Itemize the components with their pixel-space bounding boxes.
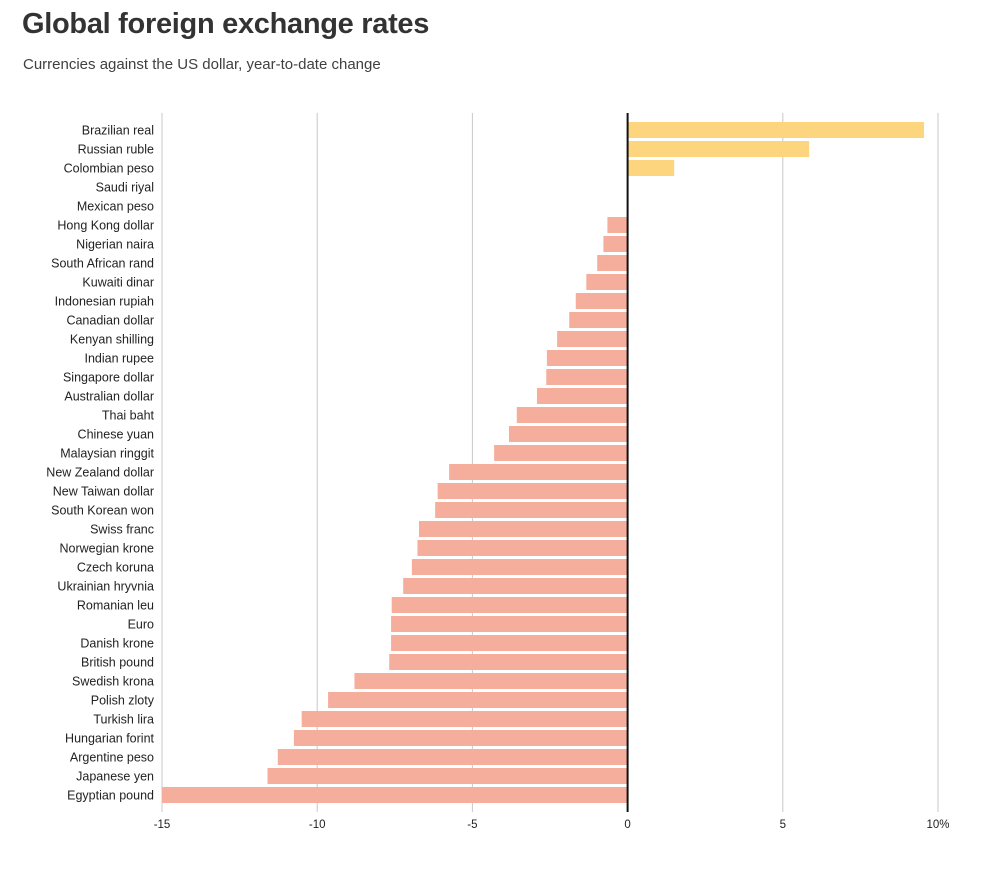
category-label-south-african-rand: South African rand — [51, 257, 154, 271]
bar-czech-koruna — [411, 559, 628, 575]
category-label-russian-ruble: Russian ruble — [78, 143, 154, 157]
bar-singapore-dollar — [546, 369, 628, 385]
category-label-singapore-dollar: Singapore dollar — [63, 371, 154, 385]
bar-swiss-franc — [419, 521, 628, 537]
category-label-thai-baht: Thai baht — [102, 409, 155, 423]
x-tick-label-5: -5 — [467, 819, 477, 831]
category-label-canadian-dollar: Canadian dollar — [66, 314, 154, 328]
category-label-malaysian-ringgit: Malaysian ringgit — [60, 447, 154, 461]
bar-russian-ruble — [627, 141, 810, 157]
category-label-colombian-peso: Colombian peso — [64, 162, 154, 176]
x-axis-ticks: -15 -10 -5 0 5 10% — [154, 819, 950, 831]
bar-colombian-peso — [627, 160, 675, 176]
category-label-saudi-riyal: Saudi riyal — [96, 181, 154, 195]
x-tick-label-0: 0 — [624, 819, 630, 831]
bar-indian-rupee — [546, 350, 628, 366]
bar-argentine-peso — [277, 749, 628, 765]
bar-kenyan-shilling — [557, 331, 628, 347]
bar-polish-zloty — [328, 692, 628, 708]
chart-subtitle: Currencies against the US dollar, year-t… — [23, 56, 381, 73]
bar-chinese-yuan — [509, 426, 628, 442]
bar-norwegian-krone — [417, 540, 628, 556]
bar-danish-krone — [391, 635, 628, 651]
bar-egyptian-pound — [162, 787, 628, 803]
bar-hungarian-forint — [293, 730, 628, 746]
bar-new-taiwan-dollar — [437, 483, 628, 499]
category-label-chinese-yuan: Chinese yuan — [78, 428, 154, 442]
category-label-brazilian-real: Brazilian real — [82, 124, 154, 138]
category-label-british-pound: British pound — [81, 656, 154, 670]
bar-hong-kong-dollar — [607, 217, 628, 233]
x-tick-label-5: 5 — [780, 819, 786, 831]
category-label-hungarian-forint: Hungarian forint — [65, 732, 154, 746]
bar-turkish-lira — [301, 711, 628, 727]
category-label-nigerian-naira: Nigerian naira — [76, 238, 154, 252]
category-label-indian-rupee: Indian rupee — [84, 352, 154, 366]
bar-ukrainian-hryvnia — [403, 578, 628, 594]
category-label-new-zealand-dollar: New Zealand dollar — [46, 466, 154, 480]
category-label-australian-dollar: Australian dollar — [64, 390, 154, 404]
bar-euro — [391, 616, 628, 632]
bar-south-african-rand — [597, 255, 628, 271]
bar-thai-baht — [516, 407, 628, 423]
bar-japanese-yen — [267, 768, 628, 784]
category-label-hong-kong-dollar: Hong Kong dollar — [57, 219, 154, 233]
bar-indonesian-rupiah — [575, 293, 628, 309]
category-label-argentine-peso: Argentine peso — [70, 751, 154, 765]
category-label-kuwaiti-dinar: Kuwaiti dinar — [82, 276, 154, 290]
category-label-mexican-peso: Mexican peso — [77, 200, 154, 214]
category-label-swedish-krona: Swedish krona — [72, 675, 154, 689]
bar-nigerian-naira — [603, 236, 628, 252]
category-label-ukrainian-hryvnia: Ukrainian hryvnia — [57, 580, 154, 594]
category-label-polish-zloty: Polish zloty — [91, 694, 155, 708]
category-label-south-korean-won: South Korean won — [51, 504, 154, 518]
x-tick-label-10: 10% — [926, 819, 949, 831]
category-label-romanian-leu: Romanian leu — [77, 599, 154, 613]
bar-british-pound — [389, 654, 628, 670]
category-label-indonesian-rupiah: Indonesian rupiah — [55, 295, 154, 309]
category-label-kenyan-shilling: Kenyan shilling — [70, 333, 154, 347]
grid-lines — [161, 113, 939, 812]
bar-south-korean-won — [435, 502, 628, 518]
bar-australian-dollar — [536, 388, 628, 404]
bar-swedish-krona — [354, 673, 628, 689]
bar-kuwaiti-dinar — [586, 274, 628, 290]
bar-canadian-dollar — [569, 312, 628, 328]
category-label-new-taiwan-dollar: New Taiwan dollar — [53, 485, 154, 499]
category-label-danish-krone: Danish krone — [80, 637, 154, 651]
category-label-japanese-yen: Japanese yen — [76, 770, 154, 784]
category-label-czech-koruna: Czech koruna — [77, 561, 154, 575]
category-label-turkish-lira: Turkish lira — [93, 713, 154, 727]
category-label-norwegian-krone: Norwegian krone — [60, 542, 155, 556]
x-tick-label-10: -10 — [309, 819, 326, 831]
category-label-swiss-franc: Swiss franc — [90, 523, 154, 537]
category-label-euro: Euro — [128, 618, 154, 632]
chart-title: Global foreign exchange rates — [22, 8, 430, 40]
bar-new-zealand-dollar — [449, 464, 628, 480]
bar-malaysian-ringgit — [494, 445, 628, 461]
x-tick-label-15: -15 — [154, 819, 171, 831]
category-labels: Brazilian real Russian ruble Colombian pes… — [46, 124, 154, 803]
category-label-egyptian-pound: Egyptian pound — [67, 789, 154, 803]
bar-romanian-leu — [391, 597, 628, 613]
bar-brazilian-real — [627, 122, 925, 138]
bars — [162, 122, 925, 803]
